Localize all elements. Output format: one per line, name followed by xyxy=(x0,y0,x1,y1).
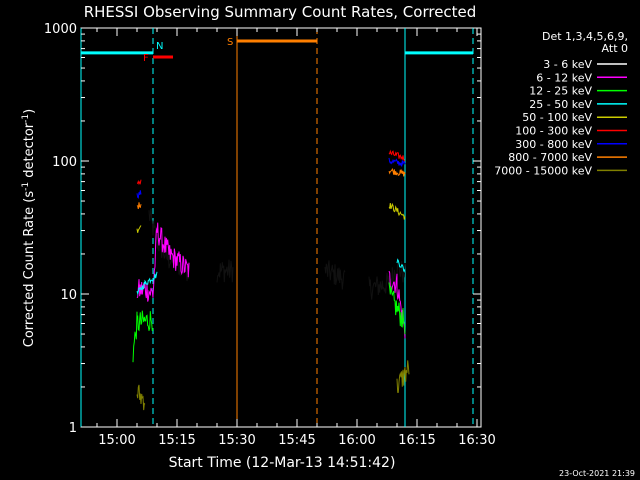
series-300-800-kev xyxy=(136,157,406,199)
y-axis-ticks: 1 10 100 1000 xyxy=(44,22,481,436)
legend-label: 6 - 12 keV xyxy=(536,71,592,84)
legend-header-line-2: Att 0 xyxy=(602,42,628,55)
flag-label-f: F xyxy=(143,53,149,64)
chart-title: RHESSI Observing Summary Count Rates, Co… xyxy=(84,3,477,21)
plot-frame xyxy=(80,27,482,428)
legend-header-line-1: Det 1,3,4,5,6,9, xyxy=(542,30,628,43)
x-axis-ticks: 15:00 15:15 15:30 15:45 16:00 16:15 16:30 xyxy=(96,28,496,448)
y-axis-label: Corrected Count Rate (s-1 detector-1) xyxy=(21,109,37,347)
series-100-300-kev xyxy=(136,149,406,186)
x-tick-label: 15:15 xyxy=(158,433,195,448)
series-25-50-kev xyxy=(136,258,406,296)
legend-label: 100 - 300 keV xyxy=(515,125,592,138)
series-layer xyxy=(132,149,410,411)
series-line xyxy=(136,225,142,233)
series-line xyxy=(136,179,142,186)
series-3-6-kev xyxy=(148,208,406,300)
flag-label-s: S xyxy=(227,37,233,48)
series-line xyxy=(396,360,410,393)
y-tick-label: 1 xyxy=(69,421,77,436)
x-tick-label: 16:30 xyxy=(458,433,495,448)
timestamp: 23-Oct-2021 21:39 xyxy=(559,469,635,478)
series-line xyxy=(136,384,146,411)
x-axis-label: Start Time (12-Mar-13 14:51:42) xyxy=(169,455,396,471)
series-6-12-kev xyxy=(136,222,406,339)
series-line xyxy=(388,157,406,167)
series-12-25-kev xyxy=(132,282,406,363)
series-line xyxy=(136,202,142,210)
saa-markers xyxy=(236,28,318,427)
series-line xyxy=(388,282,406,335)
legend-label: 300 - 800 keV xyxy=(515,138,592,151)
series-7000-15000-kev xyxy=(136,360,410,411)
x-tick-label: 15:00 xyxy=(98,433,135,448)
series-line xyxy=(388,149,406,162)
x-tick-label: 16:00 xyxy=(338,433,375,448)
series-line xyxy=(396,258,406,273)
series-line xyxy=(216,259,234,283)
x-tick-label: 15:45 xyxy=(278,433,315,448)
legend-label: 25 - 50 keV xyxy=(529,98,592,111)
legend-label: 3 - 6 keV xyxy=(543,58,592,71)
y-tick-label: 10 xyxy=(60,288,77,303)
series-line xyxy=(388,167,406,177)
legend-label: 50 - 100 keV xyxy=(522,111,592,124)
y-tick-label: 1000 xyxy=(44,22,77,37)
annotation-layer: NF S xyxy=(143,37,317,64)
series-line xyxy=(148,208,190,282)
series-line xyxy=(388,202,406,220)
series-line xyxy=(136,190,142,199)
plot-border xyxy=(80,27,482,428)
x-tick-label: 16:15 xyxy=(398,433,435,448)
night-markers xyxy=(80,28,474,427)
series-line xyxy=(132,310,154,363)
x-tick-label: 15:30 xyxy=(218,433,255,448)
y-tick-label: 100 xyxy=(52,155,77,170)
flag-label-n: N xyxy=(156,41,163,52)
legend-label: 7000 - 15000 keV xyxy=(494,164,592,177)
legend-label: 800 - 7000 keV xyxy=(508,151,592,164)
series-line xyxy=(136,222,190,302)
series-50-100-kev xyxy=(136,202,406,233)
legend-label: 12 - 25 keV xyxy=(529,85,592,98)
series-line xyxy=(324,260,346,290)
series-800-7000-kev xyxy=(136,167,406,210)
series-line xyxy=(136,271,158,296)
